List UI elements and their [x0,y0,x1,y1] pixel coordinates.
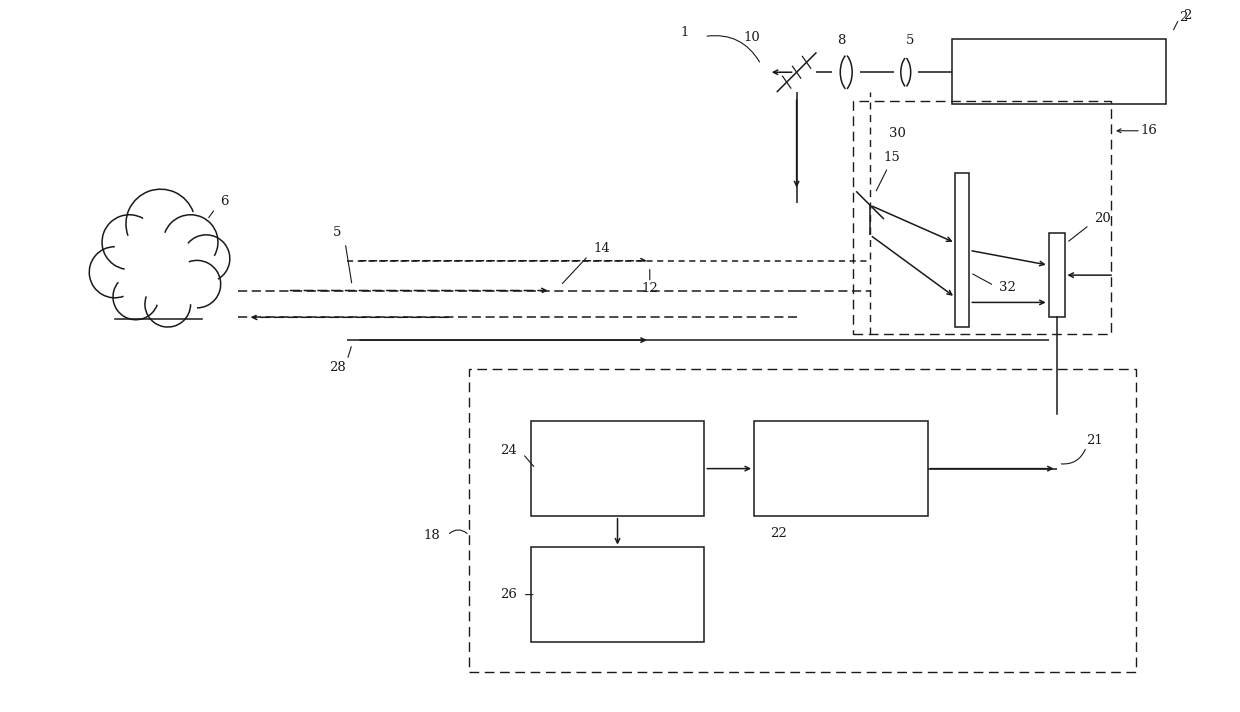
Bar [952,39,1166,104]
Bar [469,369,1136,671]
Text: 16: 16 [1141,125,1157,137]
Text: 24: 24 [501,444,517,457]
Text: 1: 1 [681,26,688,39]
Text: 26: 26 [501,588,517,601]
Text: 20: 20 [1094,211,1111,224]
Text: 12: 12 [641,282,658,295]
Text: 5: 5 [905,34,914,47]
Text: 15: 15 [883,151,900,164]
Text: 5: 5 [334,226,341,239]
Bar [531,548,704,642]
Text: 6: 6 [221,196,228,209]
Text: 14: 14 [594,242,610,256]
Bar [955,174,970,328]
Bar [853,101,1111,334]
Text: 32: 32 [998,281,1016,294]
Text: 28: 28 [329,362,346,375]
Text: 8: 8 [837,34,846,47]
Bar [1049,233,1064,318]
Text: 21: 21 [1086,434,1102,447]
Bar [754,422,928,515]
Text: 30: 30 [889,127,906,140]
Bar [531,422,704,515]
Text: 10: 10 [744,31,760,44]
Text: 18: 18 [423,529,440,542]
Text: 22: 22 [770,527,787,540]
Text: 2: 2 [1179,11,1188,24]
Text: 2: 2 [1183,9,1192,22]
